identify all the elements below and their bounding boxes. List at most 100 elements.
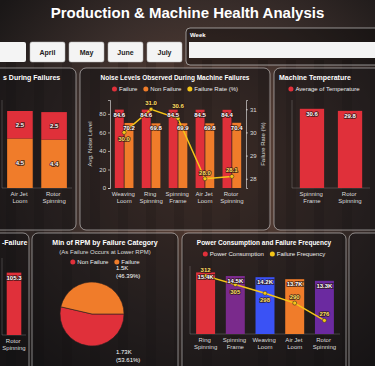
- tick: Spinning Frame: [299, 191, 324, 204]
- week-panel: [186, 28, 375, 65]
- y2-axis: 28293031: [246, 101, 257, 189]
- tick-label: Rotor Spinning: [42, 191, 65, 204]
- point: [263, 291, 267, 295]
- tick: Air Jet Loom: [196, 191, 215, 204]
- point: [293, 301, 297, 305]
- tick-label: 29: [250, 153, 257, 159]
- tick: 20: [99, 167, 110, 173]
- chart-title: Machine Temperature: [279, 74, 351, 82]
- bar: [338, 111, 362, 188]
- week-label: Week: [190, 32, 206, 38]
- x-axis: Spinning Frame Rotor Spinning: [299, 191, 361, 204]
- tick-label: 30: [250, 130, 257, 136]
- bar: [7, 273, 22, 335]
- tick: 0: [103, 185, 110, 191]
- month-box[interactable]: [147, 42, 182, 62]
- legend-item: Failure Frequency: [270, 251, 325, 257]
- data-label: 2.5: [50, 123, 59, 129]
- tick: Air Jet Loom: [11, 191, 30, 204]
- tick-label: Spinning Frame: [165, 191, 190, 204]
- slice: [61, 282, 124, 314]
- tick: Spinning Frame: [223, 337, 248, 350]
- range-line: [292, 100, 293, 188]
- tick-label: Air Jet Loom: [285, 337, 304, 350]
- data-label: 312: [201, 267, 212, 273]
- legend-label: Failure Rate (%): [194, 86, 238, 92]
- legend-item: Average of Temperature: [288, 86, 360, 92]
- data-labels: 30.629.8: [306, 111, 356, 119]
- month-button[interactable]: July: [147, 42, 182, 62]
- tick-mark: [108, 151, 110, 152]
- range-line: [2, 100, 3, 188]
- axis-line: [108, 101, 111, 189]
- month-label: May: [80, 49, 94, 57]
- legend-item: Non Failure: [143, 86, 182, 92]
- data-label: 69.8: [204, 125, 216, 131]
- x-axis: Air Jet Loom Rotor Spinning: [11, 191, 66, 204]
- tick-label: Ring Spinning: [139, 191, 162, 204]
- month-button[interactable]: May: [69, 42, 104, 62]
- data-label: 105.3: [6, 275, 22, 281]
- bar: [169, 110, 178, 188]
- legend-item: Failure Rate (%): [187, 86, 238, 92]
- bar: [300, 109, 324, 188]
- tick: Ring Spinning: [139, 191, 162, 204]
- data-label: 70.2: [123, 125, 135, 131]
- tick-label: Rotor Spinning: [2, 338, 25, 351]
- data-label: 298: [260, 297, 271, 303]
- tick-label: 80: [99, 111, 106, 117]
- bar: [178, 123, 187, 188]
- panel: [349, 233, 375, 366]
- month-button[interactable]: June: [108, 42, 143, 62]
- tick: Rotor Spinning: [220, 191, 243, 204]
- tick: Rotor Spinning: [338, 191, 361, 204]
- line: [124, 109, 232, 178]
- data-label: 30.6: [172, 103, 184, 109]
- point: [122, 130, 126, 134]
- tick-label: Rotor Spinning: [313, 337, 336, 350]
- data-label: 84.5: [194, 112, 206, 118]
- bar: [41, 112, 67, 140]
- bar: [7, 139, 33, 189]
- month-box[interactable]: [108, 42, 143, 62]
- tick: Rotor Spinning: [42, 191, 65, 204]
- bar: [196, 272, 215, 334]
- tick: Rotor Spinning: [2, 338, 25, 351]
- y-axis: 020406080: [99, 101, 110, 192]
- legend-swatch: [288, 87, 293, 92]
- tick: Rotor Spinning: [313, 337, 336, 350]
- data-label: 28.1: [226, 167, 238, 173]
- data-label: 14.5K: [227, 278, 244, 284]
- chart-title: -Failure: [2, 239, 27, 246]
- month-button: [0, 42, 26, 62]
- month-label: July: [157, 49, 171, 57]
- data-label: 4.5: [16, 160, 25, 166]
- tick-label: Air Jet Loom: [196, 191, 215, 204]
- legend-swatch: [143, 87, 148, 92]
- data-label: 4.4: [50, 161, 59, 167]
- tick: 30: [246, 130, 257, 136]
- plot-area: [196, 272, 334, 334]
- range-line: [190, 266, 191, 334]
- bar: [232, 123, 241, 188]
- data-label: 1.73K (53.61%): [116, 349, 140, 363]
- legend-label: Non Failure: [150, 86, 182, 92]
- plot-area: [115, 107, 241, 188]
- month-box[interactable]: [69, 42, 104, 62]
- week-input[interactable]: [189, 42, 375, 58]
- data-label: 31.0: [145, 100, 157, 106]
- legend-label: Power Consumption: [210, 251, 264, 257]
- chart-subtitle: (As Failure Occurs at Lower RPM): [59, 249, 150, 255]
- month-button[interactable]: April: [30, 42, 65, 62]
- legend-label: Failure Frequency: [277, 251, 325, 257]
- tick-label: 20: [99, 167, 106, 173]
- legend-item: Failure: [112, 86, 138, 92]
- tick-label: 31: [250, 107, 257, 113]
- legend-swatch: [112, 87, 117, 92]
- month-box[interactable]: [30, 42, 65, 62]
- tick-label: Rotor Spinning: [220, 191, 243, 204]
- tick-label: Rotor Spinning: [338, 191, 361, 204]
- chart-title: s During Failures: [3, 74, 60, 82]
- point: [230, 174, 234, 178]
- data-label: 276: [319, 311, 330, 317]
